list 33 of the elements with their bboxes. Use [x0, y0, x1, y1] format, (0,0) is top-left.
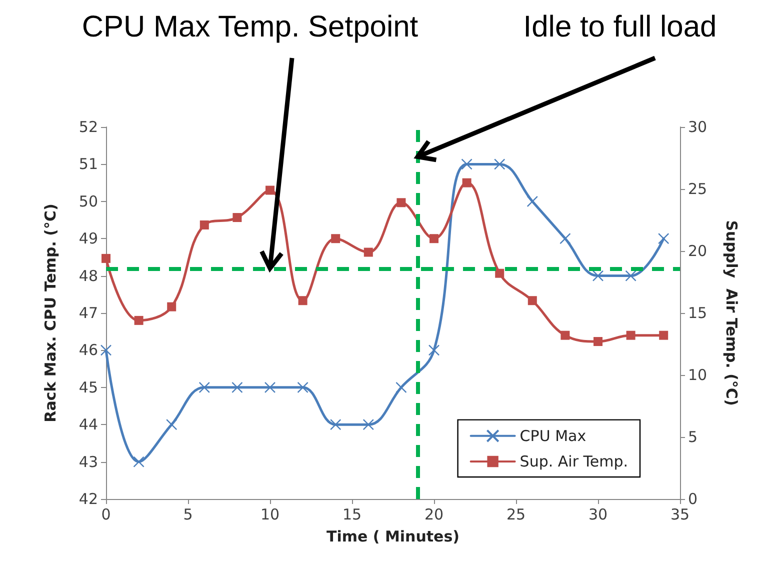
x-tick-label: 35 [670, 506, 690, 524]
y2-tick-label: 30 [688, 118, 708, 136]
y-tick-label: 52 [78, 118, 98, 136]
x-tick-label: 20 [424, 506, 444, 524]
legend-label: Sup. Air Temp. [520, 452, 628, 470]
y-tick-label: 51 [78, 155, 98, 174]
y2-tick-label: 0 [688, 490, 698, 508]
x-tick-label: 0 [101, 506, 111, 524]
y-tick-label: 47 [78, 304, 98, 322]
legend-label: CPU Max [520, 426, 586, 445]
y2-axis-title: Supply Air Temp. (°C) [722, 220, 740, 406]
x-tick-label: 30 [588, 506, 608, 524]
y-axis-title: Rack Max. CPU Temp. (°C) [42, 204, 60, 422]
x-tick-label: 5 [183, 506, 193, 524]
y-tick-label: 44 [78, 416, 98, 434]
x-tick-label: 25 [506, 506, 526, 524]
y-tick-label: 48 [78, 266, 98, 285]
annotation: CPU Max Temp. Setpoint [82, 10, 419, 44]
y2-tick-label: 15 [688, 304, 708, 322]
annotation: Idle to full load [523, 10, 717, 44]
y-tick-label: 46 [78, 341, 98, 360]
y-tick-label: 49 [78, 230, 98, 248]
x-tick-label: 10 [260, 506, 280, 524]
y-tick-label: 45 [78, 378, 98, 396]
y-tick-label: 43 [78, 452, 98, 471]
y2-tick-label: 5 [688, 428, 698, 446]
y-tick-label: 50 [78, 192, 98, 210]
y2-tick-label: 20 [688, 242, 708, 260]
y-tick-label: 42 [78, 490, 98, 508]
y2-tick-label: 10 [688, 366, 708, 384]
x-axis-title: Time ( Minutes) [326, 528, 460, 546]
y2-tick-label: 25 [688, 180, 708, 198]
x-tick-label: 15 [342, 506, 362, 524]
